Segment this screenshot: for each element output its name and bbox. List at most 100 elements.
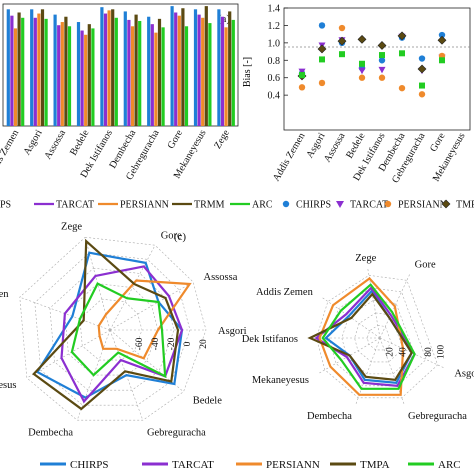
- panel-c-radar: (c) Zege Gore Assossa Asgori Bedele Gebregura…: [0, 222, 247, 439]
- radar-d-series-arc: [321, 283, 416, 390]
- axis-label-zemen: Zemen: [0, 289, 9, 300]
- bar-arc-gebreguracha: [161, 27, 165, 127]
- bar-tarcat-dek-istifanos: [103, 13, 108, 126]
- panel-a-frame: [2, 3, 239, 127]
- legend-marker-tarcat: [336, 201, 344, 208]
- bar-tarcat-dembecha: [127, 19, 131, 127]
- axis-label-gore: Gore: [161, 231, 182, 242]
- y-tick-label-1.0: 1.0: [268, 38, 281, 49]
- bar-persiann-dembecha: [130, 26, 135, 127]
- legend-label-tmp-8: TMP: [456, 200, 474, 211]
- bar-trmm-gebreguracha: [157, 18, 162, 127]
- bar-chirps-bedele: [76, 22, 81, 126]
- panel-b-frame: [283, 7, 471, 131]
- axis-label-gore: Gore: [415, 260, 436, 271]
- bar-persiann-dek-istifanos: [107, 10, 111, 126]
- axis-label-asgori: Asgori: [218, 326, 247, 337]
- axis-label-addis-zemen: Addis Zemen: [256, 287, 314, 298]
- point-persiann-gebreguracha: [418, 91, 426, 98]
- x-tick-label-addis-zemen: Addis Zemen: [0, 128, 21, 180]
- bar-arc-bedele: [91, 28, 95, 126]
- legend-label-trmm-3: TRMM: [194, 200, 225, 211]
- axis-label-bedele: Bedele: [193, 395, 222, 406]
- grid-ring-0: [79, 298, 143, 361]
- point-tmpa-gebreguracha: [417, 64, 427, 74]
- tick-label-20-d: 20: [386, 347, 396, 357]
- legend-marker-persiann: [384, 200, 392, 208]
- point-persiann-dek-istifanos: [378, 74, 386, 81]
- axis-label-gebreguracha: Gebreguracha: [408, 411, 467, 422]
- bar-trmm-dek-istifanos: [111, 9, 115, 126]
- bar-trmm-assossa: [64, 16, 68, 126]
- axis-label-zege: Zege: [355, 253, 376, 264]
- point-chirps-gebreguracha: [418, 55, 426, 62]
- bar-arc-dembecha: [138, 20, 142, 126]
- radar-c-series-arc: [70, 282, 167, 379]
- grid-spoke-dembecha: [76, 329, 111, 421]
- bar-chirps-gore: [170, 6, 174, 126]
- top-legend: PS TARCAT PERSIANN TRMM ARC CHIRPS TARCAT PERSI…: [0, 200, 474, 211]
- bar-persiann-bedele: [84, 34, 88, 127]
- axis-label-gebreguracha: Gebreguracha: [147, 427, 206, 438]
- bar-persiann-zege: [224, 27, 228, 127]
- radar-c-series-persiann: [97, 279, 192, 360]
- bar-arc-gore: [184, 26, 189, 127]
- point-arc-dembecha: [399, 50, 405, 57]
- bar-persiann-addis-zemen: [13, 28, 18, 126]
- point-arc-assossa: [339, 51, 345, 58]
- x-tick-label-zege: Zege: [212, 128, 232, 151]
- bar-arc-zege: [231, 19, 235, 127]
- point-tmpa-gore: [437, 35, 447, 45]
- grid-spoke-assossa: [109, 281, 194, 331]
- tick-label--40-c: -40: [151, 337, 161, 350]
- bar-trmm-bedele: [87, 24, 91, 126]
- x-tick-label-asgori: Asgori: [22, 128, 45, 157]
- axis-label-dembecha: Dembecha: [307, 411, 352, 422]
- y-tick-label-0.6: 0.6: [268, 73, 281, 84]
- bar-arc-dek-istifanos: [114, 17, 118, 126]
- legend-label-persiann-7: PERSIANN: [398, 200, 447, 211]
- y-tick-label-0.4: 0.4: [268, 91, 281, 102]
- grid-ring-3: [34, 252, 191, 406]
- tick-label--20-c: -20: [167, 337, 177, 350]
- point-chirps-gore: [438, 31, 446, 39]
- bar-persiann-gore: [177, 15, 181, 127]
- bar-persiann-mekaneyesus: [201, 17, 205, 126]
- y-tick-label-1.2: 1.2: [268, 21, 281, 32]
- legend-label-arc: ARC: [438, 459, 461, 471]
- point-chirps-asgori: [318, 22, 326, 29]
- point-persiann-assossa: [338, 24, 346, 32]
- grid-ring-2: [341, 300, 415, 375]
- legend-label-tarcat: TARCAT: [172, 459, 214, 471]
- bar-chirps-gebreguracha: [147, 16, 151, 126]
- point-persiann-dembecha: [398, 84, 406, 92]
- grid-spoke-gebreguracha: [109, 329, 144, 421]
- legend-marker-tmp: [441, 199, 451, 209]
- legend-label-persiann-2: PERSIANN: [120, 200, 169, 211]
- tick-label-20-c: 20: [199, 339, 209, 349]
- axis-label-dek-istifanos: Dek Istifanos: [242, 334, 298, 345]
- bar-arc-asgori: [44, 18, 48, 127]
- point-persiann-asgori: [318, 79, 326, 87]
- point-tmpa-dek-istifanos: [377, 41, 387, 50]
- bar-trmm-asgori: [40, 9, 45, 126]
- grid-spoke-mekaneyesus: [26, 329, 111, 379]
- point-chirps-dek-istifanos: [378, 57, 386, 64]
- bar-chirps-zege: [217, 9, 221, 126]
- x-tick-label-assossa: Assossa: [42, 128, 68, 162]
- x-tick-label-addis-zemen: Addis Zemen: [271, 131, 308, 183]
- radar-c-series-tmpa: [32, 238, 180, 411]
- tick-label-100-d: 100: [437, 345, 447, 360]
- bar-arc-mekaneyesus: [208, 23, 212, 127]
- tick-label-80-d: 80: [424, 347, 434, 357]
- legend-label-ps-0: PS: [0, 200, 11, 211]
- bar-chirps-asgori: [30, 9, 34, 126]
- panel-b-y-axis-title: Bias [-]: [242, 57, 253, 87]
- panel-b-bias-scatter: 0.40.60.81.01.21.4 Bias [-] Addis ZemenA…: [242, 4, 471, 185]
- bar-trmm-zege: [228, 11, 232, 126]
- bar-chirps-addis-zemen: [6, 9, 10, 126]
- legend-label-chirps-5: CHIRPS: [296, 200, 331, 211]
- bar-trmm-addis-zemen: [17, 12, 21, 127]
